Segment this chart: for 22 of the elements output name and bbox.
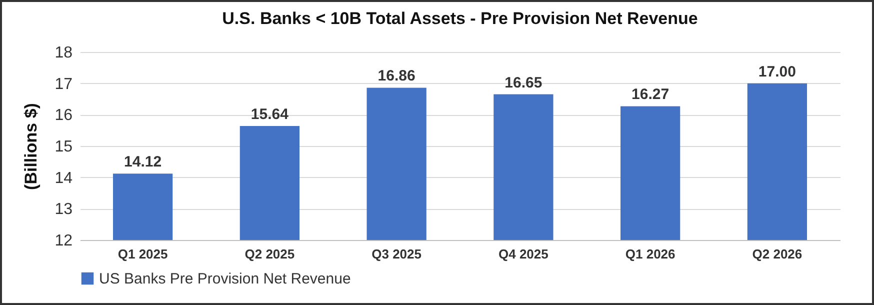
y-axis-title: (Billions $) bbox=[22, 103, 41, 190]
y-tick-label: 13 bbox=[54, 201, 73, 218]
text: 16.27 bbox=[632, 86, 670, 104]
y-tick-label: 16 bbox=[54, 107, 73, 124]
text: 16.86 bbox=[378, 68, 416, 85]
text: 17.00 bbox=[758, 63, 796, 80]
y-tick-label: 15 bbox=[54, 138, 73, 156]
x-tick-label: Q1 2025 bbox=[118, 246, 168, 262]
x-tick-label: Q2 2026 bbox=[752, 246, 802, 262]
y-tick-label: 14 bbox=[54, 170, 73, 187]
text: 15.64 bbox=[250, 106, 288, 123]
x-tick-label: Q1 2026 bbox=[625, 246, 676, 262]
text: 14.12 bbox=[124, 154, 162, 171]
y-tick-label: 18 bbox=[54, 44, 73, 62]
x-tick-label: Q2 2025 bbox=[244, 246, 295, 262]
y-tick-label: 17 bbox=[54, 76, 73, 93]
x-tick-label: Q4 2025 bbox=[498, 246, 548, 262]
legend-label: US Banks Pre Provision Net Revenue bbox=[99, 270, 351, 288]
y-tick-label: 12 bbox=[54, 232, 73, 250]
x-tick-label: Q3 2025 bbox=[372, 246, 422, 262]
chart-title: U.S. Banks < 10B Total Assets - Pre Provision Net Revenue bbox=[222, 9, 698, 28]
text: 16.65 bbox=[504, 74, 542, 92]
